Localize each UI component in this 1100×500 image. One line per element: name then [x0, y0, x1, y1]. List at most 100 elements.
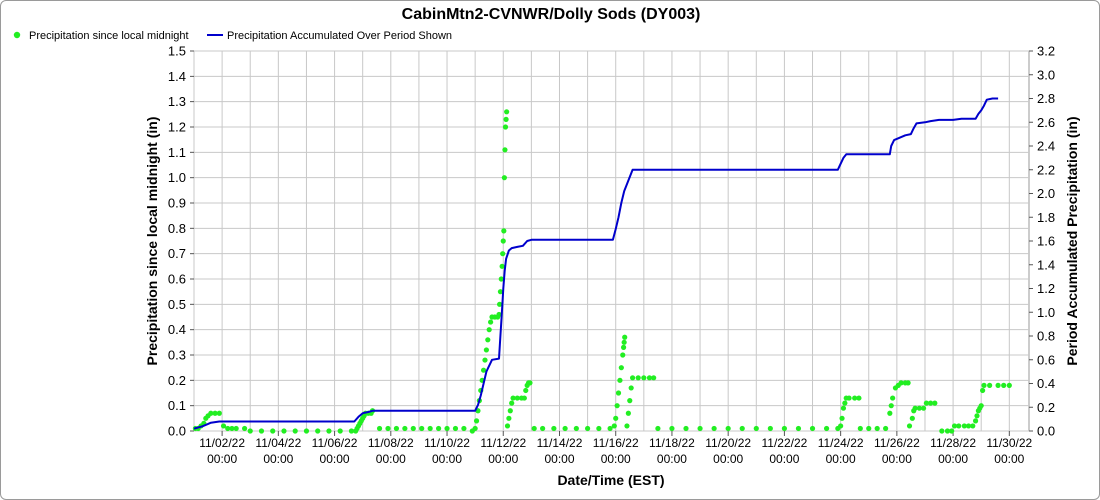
- y-right-tick-label: 0.4: [1037, 376, 1055, 391]
- data-point-midnight: [497, 289, 504, 295]
- y-right-tick-label: 1.6: [1037, 234, 1055, 249]
- y-left-tick-label: 0.3: [168, 348, 186, 363]
- y-right-tick-label: 0.6: [1037, 352, 1055, 367]
- data-point-midnight: [501, 175, 507, 181]
- y-right-tick-label: 3.0: [1037, 67, 1055, 82]
- legend-label-accumulated: Precipitation Accumulated Over Period Sh…: [227, 30, 452, 42]
- data-point-midnight: [927, 400, 934, 406]
- data-point-midnight: [502, 124, 509, 130]
- legend: Precipitation since local midnight Preci…: [13, 30, 452, 42]
- data-point-midnight: [504, 109, 510, 115]
- data-point-midnight: [883, 425, 889, 432]
- data-point-midnight: [435, 425, 442, 432]
- data-point-midnight: [393, 425, 400, 432]
- y-left-tick-label: 0.7: [168, 246, 186, 261]
- data-point-midnight: [906, 423, 913, 429]
- data-point-midnight: [292, 428, 298, 434]
- data-point-midnight: [473, 418, 480, 424]
- axes: 0.0 0.1 0.2 0.3 0.4 0.5 0.6 0.7 0.8 0.9 1.0 1.1 1.2 1…: [168, 44, 1055, 467]
- plot-area: [192, 97, 1012, 434]
- data-point-midnight: [739, 425, 745, 432]
- x-axis-title: Date/Time (EST): [557, 472, 664, 488]
- legend-marker-midnight: [13, 31, 21, 39]
- data-point-midnight: [427, 425, 433, 432]
- x-tick-label-time: 00:00: [713, 452, 743, 466]
- data-point-midnight: [281, 428, 287, 434]
- x-tick-label-time: 00:00: [376, 452, 406, 466]
- data-point-midnight: [995, 382, 1001, 388]
- data-point-midnight: [856, 395, 862, 401]
- y-left-tick-label: 0.4: [168, 322, 186, 337]
- data-point-midnight: [270, 428, 276, 434]
- plot-border: [193, 50, 1030, 432]
- data-point-midnight: [838, 423, 844, 429]
- data-point-midnight: [402, 425, 408, 432]
- data-point-midnight: [523, 387, 529, 394]
- data-point-midnight: [614, 403, 620, 409]
- data-point-midnight: [472, 425, 478, 432]
- data-point-midnight: [939, 428, 945, 434]
- data-point-midnight: [483, 347, 489, 353]
- data-point-midnight: [641, 375, 647, 381]
- y-right-tick-label: 2.4: [1037, 139, 1055, 154]
- y-left-tick-label: 1.3: [168, 94, 186, 109]
- data-point-midnight: [795, 425, 802, 432]
- x-tick-label-date: 11/04/22: [255, 436, 301, 450]
- data-point-midnight: [622, 334, 628, 340]
- data-point-midnight: [585, 425, 591, 432]
- x-tick-label-time: 00:00: [320, 452, 350, 466]
- data-point-midnight: [651, 375, 657, 381]
- data-point-midnight: [1006, 382, 1012, 388]
- data-point-midnight: [348, 428, 355, 434]
- y-left-tick-label: 1.5: [168, 44, 186, 59]
- data-point-midnight: [337, 428, 343, 434]
- data-point-midnight: [482, 357, 488, 363]
- data-point-midnight: [527, 380, 533, 386]
- data-point-midnight: [562, 425, 568, 432]
- x-tick-label-date: 11/06/22: [312, 436, 358, 450]
- data-point-midnight: [326, 428, 332, 434]
- data-point-midnight: [613, 415, 619, 421]
- data-point-midnight: [225, 425, 231, 432]
- y-left-tick-label: 1.4: [168, 69, 186, 84]
- y-left-tick-label: 0.1: [168, 398, 186, 413]
- data-point-midnight: [242, 425, 248, 432]
- data-point-midnight: [980, 387, 986, 394]
- y-left-tick-label: 0.5: [168, 297, 186, 312]
- x-tick-label-date: 11/28/22: [930, 436, 976, 450]
- x-tick-label-time: 00:00: [488, 452, 518, 466]
- data-point-midnight: [669, 425, 675, 432]
- data-point-midnight: [840, 405, 847, 411]
- x-tick-label-date: 11/22/22: [761, 436, 807, 450]
- data-point-midnight: [949, 428, 955, 434]
- y-left-tick-label: 0.6: [168, 272, 186, 287]
- y-right-tick-label: 3.2: [1037, 44, 1055, 59]
- y-left-tick-label: 1.2: [168, 120, 186, 135]
- data-point-midnight: [216, 410, 222, 416]
- data-point-midnight: [485, 337, 491, 343]
- data-point-midnight: [635, 375, 641, 381]
- data-point-midnight: [909, 415, 915, 421]
- x-tick-label-date: 11/20/22: [705, 436, 751, 450]
- data-point-midnight: [944, 428, 951, 434]
- data-point-midnight: [842, 400, 848, 406]
- data-point-midnight: [258, 428, 265, 434]
- data-point-midnight: [233, 425, 239, 432]
- data-point-midnight: [506, 415, 512, 421]
- data-point-midnight: [510, 395, 516, 401]
- y-right-tick-label: 2.8: [1037, 91, 1055, 106]
- data-point-midnight: [444, 425, 450, 432]
- data-point-midnight: [923, 400, 929, 406]
- data-point-midnight: [920, 405, 927, 411]
- data-point-midnight: [620, 352, 626, 358]
- data-point-midnight: [972, 418, 979, 424]
- data-point-midnight: [888, 403, 894, 409]
- data-point-midnight: [212, 410, 218, 416]
- x-tick-label-date: 11/02/22: [199, 436, 245, 450]
- legend-label-midnight: Precipitation since local midnight: [29, 30, 189, 42]
- data-point-midnight: [480, 367, 487, 373]
- data-point-midnight: [981, 382, 987, 388]
- data-point-midnight: [725, 425, 731, 432]
